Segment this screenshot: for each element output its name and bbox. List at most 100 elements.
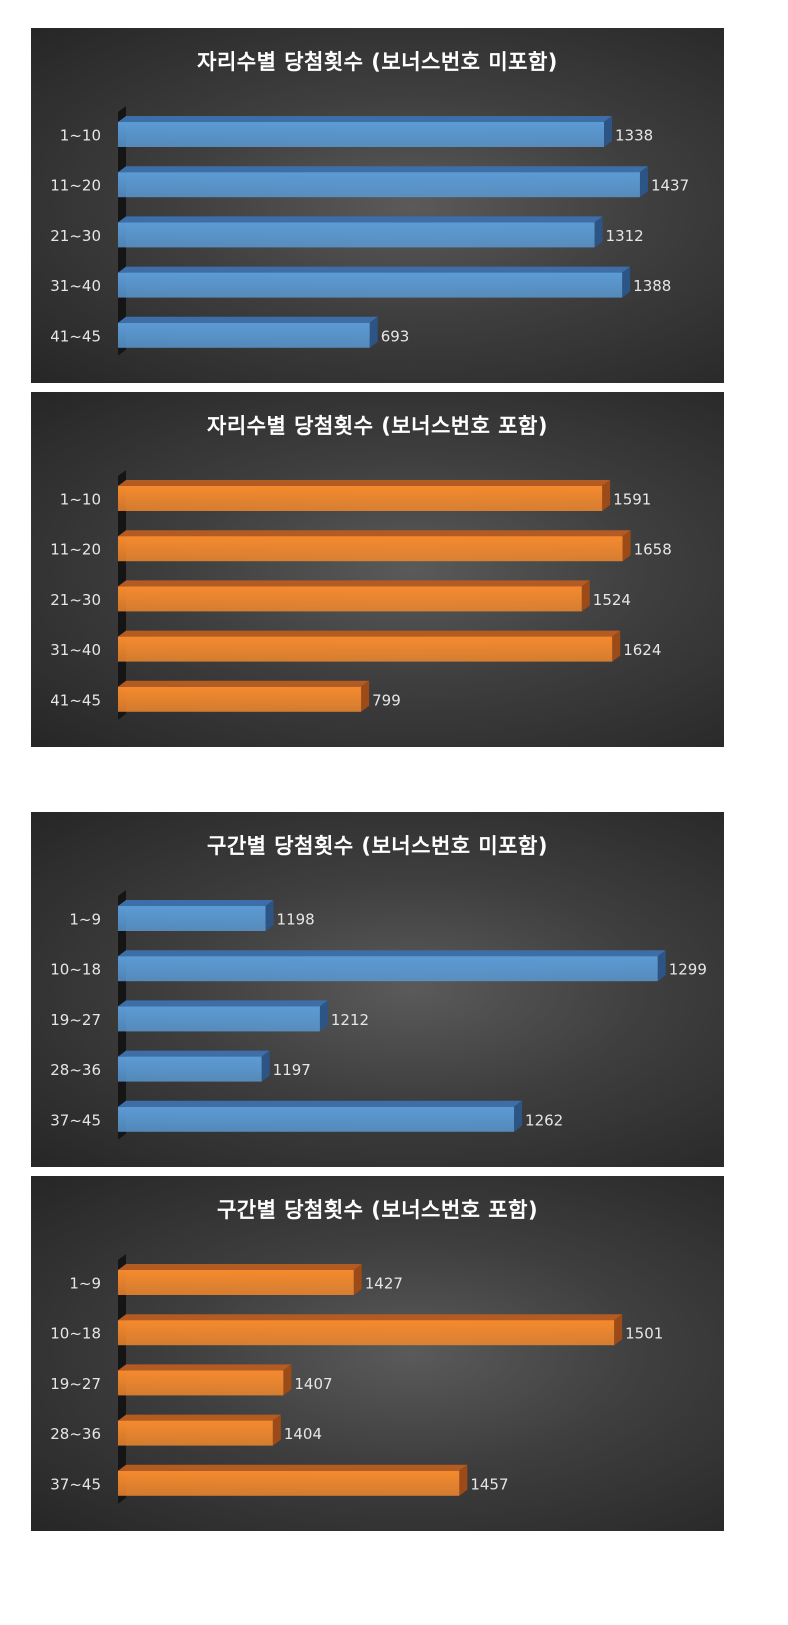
bar-top xyxy=(118,1364,292,1371)
bar-group xyxy=(118,316,378,348)
bar-side xyxy=(272,1414,281,1446)
category-label: 1~10 xyxy=(60,127,101,145)
chart-title: 자리수별 당첨횟수 (보너스번호 미포함) xyxy=(197,50,558,74)
category-label: 11~20 xyxy=(50,177,101,195)
bar-side xyxy=(614,1314,623,1346)
category-label: 1~9 xyxy=(69,1275,101,1293)
bar xyxy=(118,122,604,147)
bar-group xyxy=(118,480,611,511)
chart-plot: 1~9 1198 10~18 1299 19~27 1212 28~36 1197 37~45 1… xyxy=(50,890,707,1140)
value-label: 1197 xyxy=(273,1061,311,1079)
bar-group xyxy=(118,266,631,298)
bar xyxy=(118,636,613,662)
bar xyxy=(118,586,582,612)
bar-group xyxy=(118,1364,292,1396)
chart-panel-2: 자리수별 당첨횟수 (보너스번호 포함) 1~10 1591 11~20 1658 21… xyxy=(31,392,724,747)
category-label: 28~36 xyxy=(50,1061,101,1079)
category-label: 19~27 xyxy=(50,1375,101,1393)
bar-side xyxy=(622,266,631,298)
bar-group xyxy=(118,1100,523,1132)
value-label: 1312 xyxy=(606,227,644,245)
chart-title: 구간별 당첨횟수 (보너스번호 포함) xyxy=(216,1198,539,1222)
value-label: 1388 xyxy=(633,277,671,295)
bar-side xyxy=(459,1464,468,1496)
chart-plot: 1~10 1338 11~20 1437 21~30 1312 31~40 1388 41~45… xyxy=(50,106,689,356)
chart-title: 구간별 당첨횟수 (보너스번호 미포함) xyxy=(207,834,548,858)
bar-top xyxy=(118,630,621,637)
bar-top xyxy=(118,480,611,486)
value-label: 1262 xyxy=(525,1111,563,1129)
value-label: 1624 xyxy=(623,641,661,659)
chart-panel-3: 구간별 당첨횟수 (보너스번호 미포함) 1~9 1198 10~18 1299 19~… xyxy=(31,812,724,1167)
bar-top xyxy=(118,1414,281,1421)
bar-side xyxy=(353,1264,362,1295)
value-label: 1457 xyxy=(470,1475,508,1493)
bar xyxy=(118,486,603,511)
bar-side xyxy=(612,630,621,662)
value-label: 1198 xyxy=(277,911,315,929)
bar xyxy=(118,686,362,712)
bar-side xyxy=(319,1000,328,1032)
bar xyxy=(118,536,623,562)
category-label: 37~45 xyxy=(50,1475,101,1493)
bar-side xyxy=(657,950,666,982)
bar-group xyxy=(118,1050,270,1082)
bar-group xyxy=(118,216,603,248)
category-label: 28~36 xyxy=(50,1425,101,1443)
bar-top xyxy=(118,266,631,273)
bar-group xyxy=(118,166,648,198)
value-label: 1501 xyxy=(625,1325,663,1343)
category-label: 10~18 xyxy=(50,961,101,979)
bar xyxy=(118,1106,515,1132)
bar xyxy=(118,322,370,348)
bar-group xyxy=(118,116,612,147)
bar xyxy=(118,1470,460,1496)
bar xyxy=(118,1270,354,1295)
bar-side xyxy=(602,480,611,511)
bar xyxy=(118,272,623,298)
category-label: 41~45 xyxy=(50,327,101,345)
bar-top xyxy=(118,530,631,537)
bar-side xyxy=(639,166,648,198)
bar xyxy=(118,1056,262,1082)
category-label: 31~40 xyxy=(50,277,101,295)
bar-group xyxy=(118,580,590,612)
bar-group xyxy=(118,680,370,712)
category-label: 1~10 xyxy=(60,491,101,509)
bar-group xyxy=(118,630,621,662)
bar-top xyxy=(118,1314,623,1321)
bar-top xyxy=(118,166,648,173)
value-label: 1437 xyxy=(651,177,689,195)
value-label: 1658 xyxy=(634,541,672,559)
bar xyxy=(118,172,640,198)
value-label: 1591 xyxy=(613,491,651,509)
category-label: 11~20 xyxy=(50,541,101,559)
chart-title: 자리수별 당첨횟수 (보너스번호 포함) xyxy=(207,414,548,438)
bar-top xyxy=(118,216,603,223)
bar-side xyxy=(514,1100,523,1132)
category-label: 21~30 xyxy=(50,227,101,245)
bar-side xyxy=(361,680,370,712)
bar xyxy=(118,1420,273,1446)
bar-side xyxy=(594,216,603,248)
bar xyxy=(118,222,595,248)
bar-top xyxy=(118,680,370,687)
category-label: 37~45 xyxy=(50,1111,101,1129)
value-label: 1299 xyxy=(669,961,707,979)
bar-group xyxy=(118,900,274,931)
category-label: 31~40 xyxy=(50,641,101,659)
bar-top xyxy=(118,580,590,587)
bar xyxy=(118,906,266,931)
chart-panel-4: 구간별 당첨횟수 (보너스번호 포함) 1~9 1427 10~18 1501 19~2… xyxy=(31,1176,724,1531)
bar-group xyxy=(118,1414,281,1446)
bar-side xyxy=(603,116,612,147)
category-label: 10~18 xyxy=(50,1325,101,1343)
bar-top xyxy=(118,1464,468,1471)
value-label: 1338 xyxy=(615,127,653,145)
chart-panel-1: 자리수별 당첨횟수 (보너스번호 미포함) 1~10 1338 11~20 1437 2… xyxy=(31,28,724,383)
chart-plot: 1~10 1591 11~20 1658 21~30 1524 31~40 1624 41~45… xyxy=(50,470,672,720)
value-label: 693 xyxy=(381,327,410,345)
bar-group xyxy=(118,950,666,982)
value-label: 1407 xyxy=(294,1375,332,1393)
bar xyxy=(118,956,658,982)
